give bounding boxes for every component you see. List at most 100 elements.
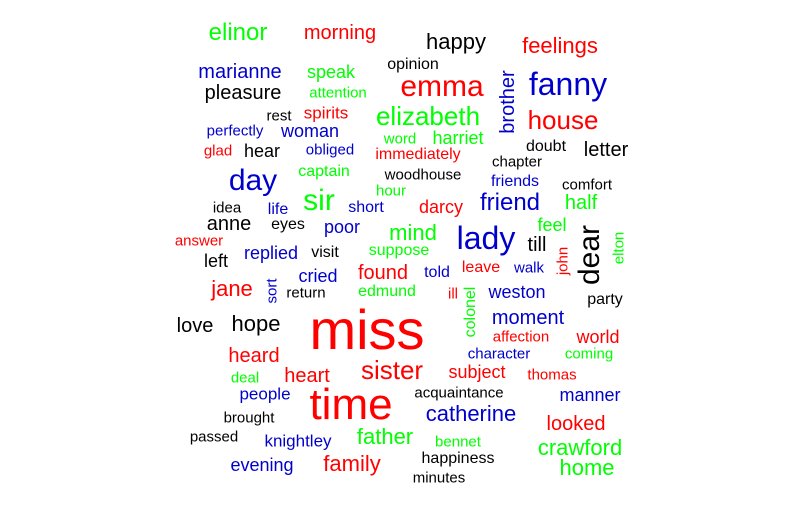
word-spirits: spirits — [303, 103, 349, 123]
word-heard: heard — [228, 345, 280, 367]
word-told: told — [424, 264, 450, 281]
word-glad: glad — [203, 142, 233, 160]
word-anne: anne — [206, 213, 252, 235]
word-idea: idea — [212, 199, 242, 217]
word-feel: feel — [537, 215, 567, 235]
word-till: till — [527, 234, 547, 256]
word-cried: cried — [298, 266, 338, 286]
word-thomas: thomas — [527, 366, 577, 384]
word-captain: captain — [298, 163, 350, 180]
word-half: half — [564, 192, 598, 214]
word-sir: sir — [303, 184, 335, 217]
word-leave: leave — [461, 259, 501, 276]
word-pleasure: pleasure — [204, 82, 282, 104]
word-poor: poor — [323, 217, 361, 237]
word-family: family — [323, 451, 381, 476]
word-happy: happy — [426, 29, 486, 54]
word-hope: hope — [231, 311, 281, 336]
word-character: character — [467, 345, 531, 363]
word-woodhouse: woodhouse — [384, 166, 462, 184]
word-life: life — [267, 201, 289, 218]
word-sister: sister — [360, 355, 424, 385]
word-feelings: feelings — [522, 33, 598, 58]
word-mind: mind — [389, 220, 437, 245]
word-manner: manner — [559, 385, 621, 405]
word-woman: woman — [280, 121, 340, 141]
word-obliged: obliged — [305, 141, 355, 159]
word-coming: coming — [564, 345, 614, 363]
word-people: people — [239, 384, 291, 404]
word-word: word — [383, 130, 417, 148]
word-father: father — [356, 424, 414, 449]
word-minutes: minutes — [412, 469, 466, 487]
word-weston: weston — [488, 282, 546, 302]
word-letter: letter — [583, 139, 629, 161]
word-moment: moment — [491, 307, 565, 329]
word-left: left — [203, 251, 229, 271]
word-walk: walk — [513, 259, 545, 277]
word-speak: speak — [306, 62, 356, 82]
word-rest: rest — [266, 107, 292, 125]
word-answer: answer — [174, 232, 224, 250]
word-dear: dear — [573, 224, 606, 286]
word-day: day — [228, 164, 278, 197]
word-attention: attention — [309, 84, 367, 102]
word-crawford: crawford — [537, 435, 623, 460]
word-world: world — [576, 327, 620, 347]
word-affection: affection — [492, 328, 550, 346]
word-darcy: darcy — [418, 197, 464, 217]
word-harriet: harriet — [432, 128, 484, 148]
word-sort: sort — [263, 278, 281, 304]
word-perfectly: perfectly — [206, 122, 264, 140]
word-brought: brought — [223, 409, 275, 427]
word-passed: passed — [189, 428, 239, 446]
word-doubt: doubt — [525, 138, 567, 155]
word-subject: subject — [448, 362, 506, 382]
word-hear: hear — [243, 141, 281, 161]
word-brother: brother — [497, 70, 519, 134]
word-love: love — [176, 315, 214, 337]
word-knightley: knightley — [264, 431, 332, 451]
word-found: found — [357, 262, 409, 284]
word-short: short — [348, 199, 384, 216]
word-fanny: fanny — [528, 66, 608, 102]
word-emma: emma — [400, 70, 484, 103]
word-elton: elton — [610, 231, 628, 265]
word-return: return — [286, 284, 326, 302]
word-party: party — [587, 291, 623, 308]
word-visit: visit — [311, 244, 339, 261]
word-bennet: bennet — [435, 433, 481, 451]
word-deal: deal — [230, 369, 260, 387]
word-elizabeth: elizabeth — [375, 101, 481, 131]
word-friend: friend — [479, 189, 541, 216]
word-ill: ill — [448, 285, 458, 303]
word-marianne: marianne — [198, 61, 282, 83]
word-house: house — [527, 105, 599, 135]
word-happiness: happiness — [421, 450, 495, 467]
word-morning: morning — [303, 22, 377, 44]
word-chapter: chapter — [491, 153, 543, 171]
word-home: home — [559, 455, 615, 480]
word-colonel: colonel — [462, 286, 479, 338]
word-miss: miss — [309, 298, 425, 361]
word-immediately: immediately — [375, 146, 461, 163]
word-looked: looked — [546, 413, 606, 435]
word-elinor: elinor — [208, 19, 268, 46]
word-john: john — [554, 246, 572, 276]
word-friends: friends — [490, 173, 540, 190]
word-comfort: comfort — [561, 176, 613, 194]
word-eyes: eyes — [271, 216, 305, 233]
word-heart: heart — [284, 365, 330, 387]
word-evening: evening — [230, 455, 294, 475]
word-time: time — [309, 380, 393, 429]
word-catherine: catherine — [425, 401, 517, 426]
word-suppose: suppose — [368, 242, 430, 259]
word-opinion: opinion — [387, 56, 439, 73]
word-replied: replied — [243, 243, 299, 263]
word-hour: hour — [375, 182, 407, 200]
word-jane: jane — [211, 276, 253, 301]
word-lady: lady — [456, 220, 516, 256]
word-acquaintance: acquaintance — [414, 384, 504, 402]
word-edmund: edmund — [358, 283, 416, 300]
